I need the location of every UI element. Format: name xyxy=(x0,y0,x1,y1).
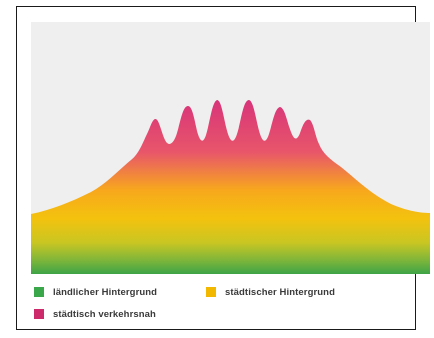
legend-swatch-magenta xyxy=(34,309,44,319)
legend-label: städtischer Hintergrund xyxy=(225,286,335,298)
concentration-profile-shape xyxy=(31,100,430,274)
legend-swatch-yellow xyxy=(206,287,216,297)
legend: ländlicher Hintergrund städtischer Hinte… xyxy=(34,285,414,325)
legend-label: ländlicher Hintergrund xyxy=(53,286,158,298)
legend-item-urban-background: städtischer Hintergrund xyxy=(206,285,335,299)
legend-swatch-green xyxy=(34,287,44,297)
legend-item-urban-traffic: städtisch verkehrsnah xyxy=(34,307,156,321)
legend-label: städtisch verkehrsnah xyxy=(53,308,156,320)
legend-item-rural-background: ländlicher Hintergrund xyxy=(34,285,157,299)
concentration-profile-diagram xyxy=(31,100,430,274)
